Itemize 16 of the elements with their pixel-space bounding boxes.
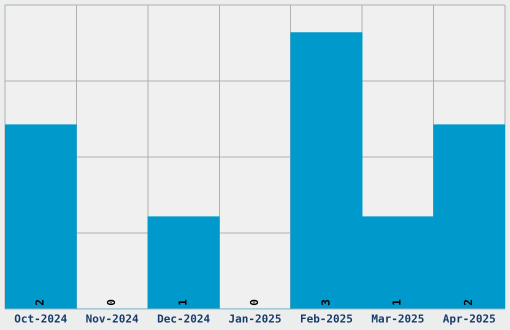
bar <box>5 124 77 309</box>
x-tick-label: Oct-2024 <box>14 312 68 326</box>
x-tick-label: Apr-2025 <box>442 312 496 326</box>
x-tick-label: Mar-2025 <box>371 312 424 326</box>
data-label: 2 <box>462 299 476 306</box>
data-label: 1 <box>176 298 190 306</box>
data-label: 3 <box>319 299 332 306</box>
bar <box>148 216 220 309</box>
x-tick-label: Dec-2024 <box>157 312 210 326</box>
x-tick-label: Nov-2024 <box>86 312 140 326</box>
x-tick-label: Feb-2025 <box>300 312 353 326</box>
data-label: 2 <box>34 299 47 306</box>
data-label: 0 <box>248 299 261 306</box>
x-tick-label: Jan-2025 <box>228 312 282 326</box>
data-label: 1 <box>390 298 404 306</box>
data-label: 0 <box>105 299 118 306</box>
